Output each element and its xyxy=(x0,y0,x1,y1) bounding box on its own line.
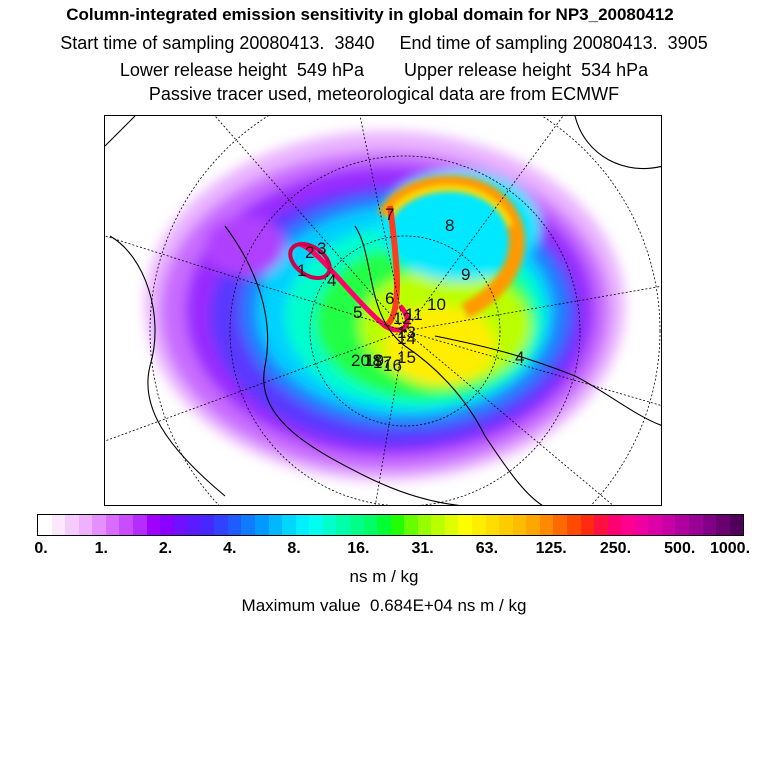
colorbar-swatch xyxy=(51,515,66,535)
colorbar-swatch xyxy=(499,515,513,535)
point-label: 20 xyxy=(351,351,370,370)
colorbar-tick-label: 63. xyxy=(475,540,499,557)
point-label: 9 xyxy=(461,265,470,284)
colorbar-swatch xyxy=(38,515,52,535)
colorbar-swatch xyxy=(173,515,188,535)
point-label: 12 xyxy=(393,309,412,328)
colorbar-swatch xyxy=(539,515,554,535)
colorbar-swatch xyxy=(160,515,174,535)
colorbar-swatch xyxy=(200,515,215,535)
colorbar-tick-label: 8. xyxy=(287,540,301,557)
point-label: 18 xyxy=(363,351,382,370)
colorbar-swatch xyxy=(65,515,79,535)
colorbar-swatch xyxy=(119,515,133,535)
point-label: 6 xyxy=(385,289,394,308)
colorbar-swatch xyxy=(485,515,500,535)
colorbar-swatch xyxy=(661,515,676,535)
colorbar-swatch xyxy=(417,515,432,535)
colorbar-tick-label: 4. xyxy=(223,540,237,557)
colorbar-swatch xyxy=(458,515,472,535)
colorbar-swatch xyxy=(594,515,608,535)
colorbar-swatch xyxy=(349,515,364,535)
colorbar-swatch xyxy=(621,515,635,535)
maximum-value-label: Maximum value 0.684E+04 ns m / kg xyxy=(241,596,527,615)
colorbar-tick-label: 1000. xyxy=(709,540,751,557)
colorbar-tick-label: 0. xyxy=(34,540,48,557)
release-height-line: Lower release height 549 hPa Upper relea… xyxy=(119,60,649,80)
colorbar-swatch xyxy=(634,515,649,535)
point-label: 4 xyxy=(327,271,336,290)
colorbar-swatch xyxy=(282,515,296,535)
colorbar-swatch xyxy=(675,515,689,535)
colorbar-tick-label: 16. xyxy=(347,540,370,557)
point-label: 7 xyxy=(385,205,394,224)
colorbar-swatch xyxy=(92,515,106,535)
point-label: 10 xyxy=(427,295,446,314)
colorbar xyxy=(37,514,744,536)
point-label: 13 xyxy=(397,323,416,342)
colorbar-swatch xyxy=(607,515,622,535)
point-labels: 1 2 3 4 5 6 7 8 9 10 11 12 13 14 15 16 1… xyxy=(297,205,524,375)
colorbar-swatch xyxy=(295,515,310,535)
tracer-info-line: Passive tracer used, meteorological data… xyxy=(148,84,620,104)
point-label: 5 xyxy=(353,303,362,322)
colorbar-swatch xyxy=(78,515,93,535)
figure-title: Column-integrated emission sensitivity i… xyxy=(66,5,674,24)
colorbar-swatch xyxy=(363,515,378,535)
colorbar-tick-label: 1. xyxy=(94,540,108,557)
emission-sensitivity-field: 1 2 3 4 5 6 7 8 9 10 11 12 13 14 15 16 1… xyxy=(105,116,661,505)
colorbar-swatch xyxy=(404,515,418,535)
point-label: 11 xyxy=(405,305,423,324)
colorbar-tick-label: 31. xyxy=(411,540,434,557)
colorbar-swatch xyxy=(512,515,527,535)
colorbar-tick-label: 500. xyxy=(664,540,696,557)
point-label: 16 xyxy=(383,356,402,375)
colorbar-swatch xyxy=(716,515,730,535)
colorbar-tick-label: 125. xyxy=(535,540,567,557)
colorbar-swatch xyxy=(214,515,228,535)
colorbar-swatch xyxy=(526,515,540,535)
colorbar-swatch xyxy=(187,515,201,535)
colorbar-unit-label: ns m / kg xyxy=(349,567,419,586)
colorbar-swatch xyxy=(132,515,147,535)
colorbar-swatch xyxy=(227,515,242,535)
polar-map-panel: 1 2 3 4 5 6 7 8 9 10 11 12 13 14 15 16 1… xyxy=(104,115,662,506)
point-label: 1 xyxy=(297,261,306,280)
colorbar-swatch xyxy=(105,515,120,535)
point-label: 4 xyxy=(515,348,524,367)
point-label: 15 xyxy=(397,348,416,367)
colorbar-tick-label: 250. xyxy=(599,540,632,557)
point-label: 19 xyxy=(365,351,384,370)
colorbar-swatch xyxy=(322,515,337,535)
sampling-time-line: Start time of sampling 20080413. 3840 En… xyxy=(60,33,708,53)
colorbar-swatch xyxy=(580,515,595,535)
colorbar-swatch xyxy=(431,515,445,535)
point-label: 3 xyxy=(317,239,326,258)
colorbar-swatch xyxy=(309,515,323,535)
point-label: 8 xyxy=(445,216,454,235)
colorbar-swatch xyxy=(444,515,459,535)
colorbar-tick-label: 2. xyxy=(158,540,173,557)
colorbar-swatch xyxy=(146,515,161,535)
colorbar-swatch xyxy=(255,515,269,535)
colorbar-swatch xyxy=(648,515,662,535)
colorbar-swatch xyxy=(377,515,391,535)
colorbar-swatch xyxy=(390,515,405,535)
colorbar-swatch xyxy=(729,515,744,535)
colorbar-swatch xyxy=(472,515,486,535)
point-label: 14 xyxy=(397,329,416,348)
colorbar-swatch xyxy=(241,515,255,535)
point-label: 17 xyxy=(373,353,392,372)
colorbar-swatch xyxy=(336,515,350,535)
point-label: 2 xyxy=(305,243,314,262)
colorbar-swatch xyxy=(268,515,283,535)
colorbar-swatch xyxy=(553,515,567,535)
colorbar-swatch xyxy=(689,515,703,535)
colorbar-swatch xyxy=(702,515,717,535)
colorbar-swatch xyxy=(566,515,581,535)
